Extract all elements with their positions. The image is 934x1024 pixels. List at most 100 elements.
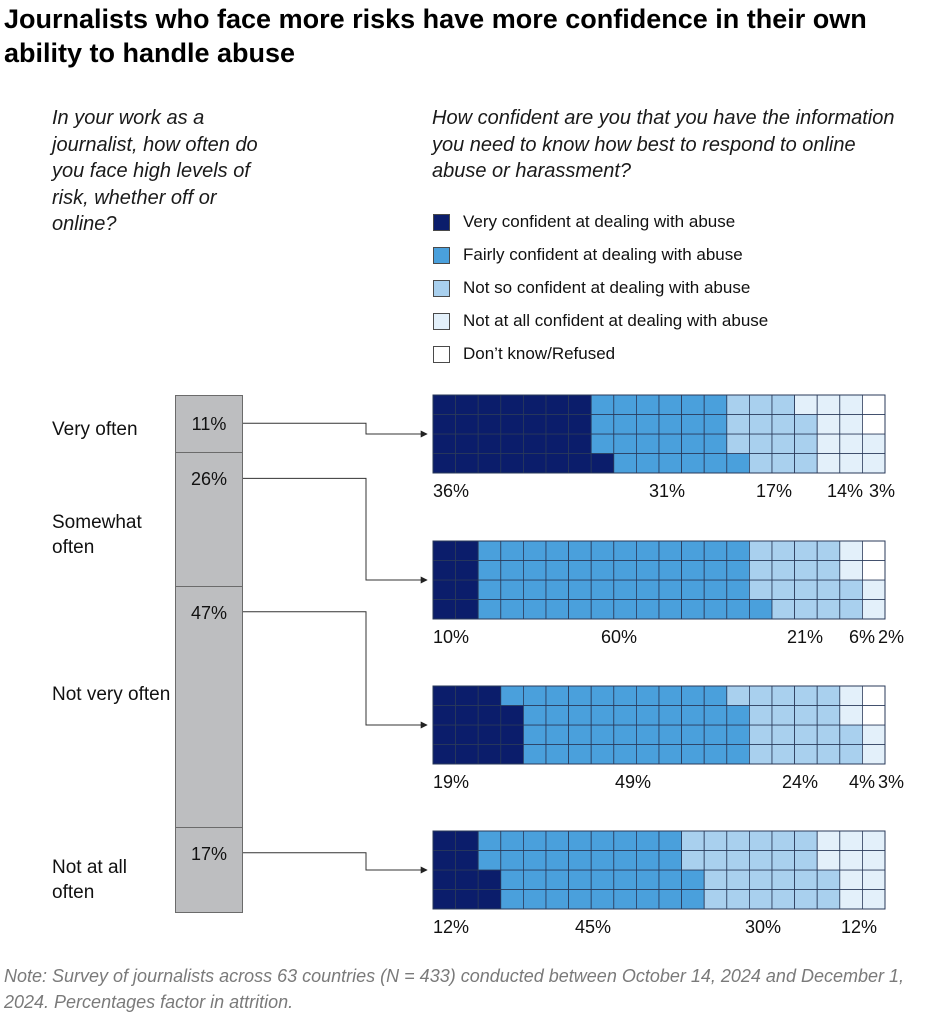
waffle-cell: [613, 889, 637, 910]
waffle-pct-label: 24%: [782, 772, 819, 792]
waffle-cell: [816, 560, 841, 581]
waffle-cell: [726, 579, 750, 600]
legend-swatch: [433, 214, 450, 231]
waffle-cell: [613, 830, 637, 851]
waffle-cell: [568, 599, 592, 620]
waffle-0: [432, 394, 886, 474]
waffle-pct-label: 12%: [433, 917, 470, 937]
waffle-cell: [726, 850, 750, 871]
waffle-cell: [816, 414, 841, 435]
waffle-cell: [726, 453, 750, 474]
waffle-cell: [794, 394, 818, 415]
waffle-2: [432, 685, 886, 765]
waffle-cell: [500, 453, 524, 474]
waffle-pct-label: 19%: [433, 772, 470, 792]
waffle-cell: [816, 685, 841, 706]
waffle-cell: [681, 414, 705, 435]
waffle-cell: [794, 433, 818, 454]
waffle-cell: [568, 560, 592, 581]
waffle-cell: [477, 830, 502, 851]
waffle-cell: [636, 414, 660, 435]
waffle-cell: [568, 394, 592, 415]
waffle-cell: [523, 414, 547, 435]
waffle-cell: [523, 889, 547, 910]
waffle-cell: [613, 599, 637, 620]
waffle-cell: [681, 599, 705, 620]
waffle-pct-label: 12%: [841, 917, 878, 937]
waffle-cell: [658, 744, 683, 765]
waffle-cell: [455, 744, 479, 765]
waffle-cell: [613, 414, 637, 435]
risk-segment-label: 11%: [191, 414, 227, 435]
waffle-cell: [749, 414, 773, 435]
waffle-cell: [568, 433, 592, 454]
legend-label: Not so confident at dealing with abuse: [463, 278, 751, 297]
waffle-cell: [771, 744, 796, 765]
waffle-cell: [749, 830, 773, 851]
waffle-cell: [703, 540, 728, 561]
waffle-cell: [545, 599, 570, 620]
waffle-cell: [658, 724, 683, 745]
waffle-cell: [816, 830, 841, 851]
waffle-cell: [862, 453, 886, 474]
waffle-cell: [681, 744, 705, 765]
waffle-cell: [839, 744, 863, 765]
waffle-cell: [726, 540, 750, 561]
waffle-cell: [432, 579, 457, 600]
waffle-cell: [862, 414, 886, 435]
waffle-cell: [477, 433, 502, 454]
waffle-cell: [636, 705, 660, 726]
waffle-cell: [545, 744, 570, 765]
waffle-cell: [703, 744, 728, 765]
waffle-cell: [568, 850, 592, 871]
waffle-cell: [455, 869, 479, 890]
risk-segment-label: 26%: [190, 469, 228, 490]
waffle-cell: [568, 889, 592, 910]
waffle-cell: [568, 414, 592, 435]
waffle-cell: [862, 560, 886, 581]
waffle-cell: [726, 869, 750, 890]
waffle-cell: [839, 705, 863, 726]
waffle-cell: [862, 685, 886, 706]
waffle-cell: [794, 869, 818, 890]
waffle-cell: [794, 560, 818, 581]
waffle-cell: [477, 394, 502, 415]
waffle-cell: [568, 453, 592, 474]
waffle-cell: [681, 850, 705, 871]
waffle-cell: [523, 869, 547, 890]
waffle-cell: [771, 579, 796, 600]
waffle-cell: [568, 869, 592, 890]
waffle-cell: [658, 599, 683, 620]
waffle-cell: [523, 850, 547, 871]
waffle-cell: [816, 850, 841, 871]
risk-segment-divider: [176, 452, 242, 454]
waffle-cell: [523, 540, 547, 561]
waffle-cell: [568, 724, 592, 745]
waffle-cell: [681, 394, 705, 415]
waffle-cell: [749, 744, 773, 765]
waffle-cell: [749, 850, 773, 871]
waffle-cell: [816, 394, 841, 415]
waffle-cell: [839, 830, 863, 851]
waffle-cell: [839, 599, 863, 620]
waffle-cell: [771, 560, 796, 581]
waffle-cell: [862, 724, 886, 745]
waffle-cell: [681, 830, 705, 851]
waffle-cell: [545, 685, 570, 706]
waffle-cell: [455, 889, 479, 910]
waffle-cell: [432, 830, 457, 851]
waffle-cell: [816, 453, 841, 474]
waffle-cell: [658, 869, 683, 890]
footnote: Note: Survey of journalists across 63 co…: [4, 966, 904, 1012]
waffle-cell: [432, 453, 457, 474]
waffle-border: [432, 685, 886, 765]
waffle-cell: [794, 889, 818, 910]
waffle-cell: [681, 869, 705, 890]
waffle-cell: [771, 705, 796, 726]
waffle-cell: [568, 540, 592, 561]
waffle-cell: [523, 744, 547, 765]
row-label-not-very-often: Not very often: [52, 684, 171, 705]
waffle-cell: [794, 724, 818, 745]
waffle-cell: [613, 560, 637, 581]
